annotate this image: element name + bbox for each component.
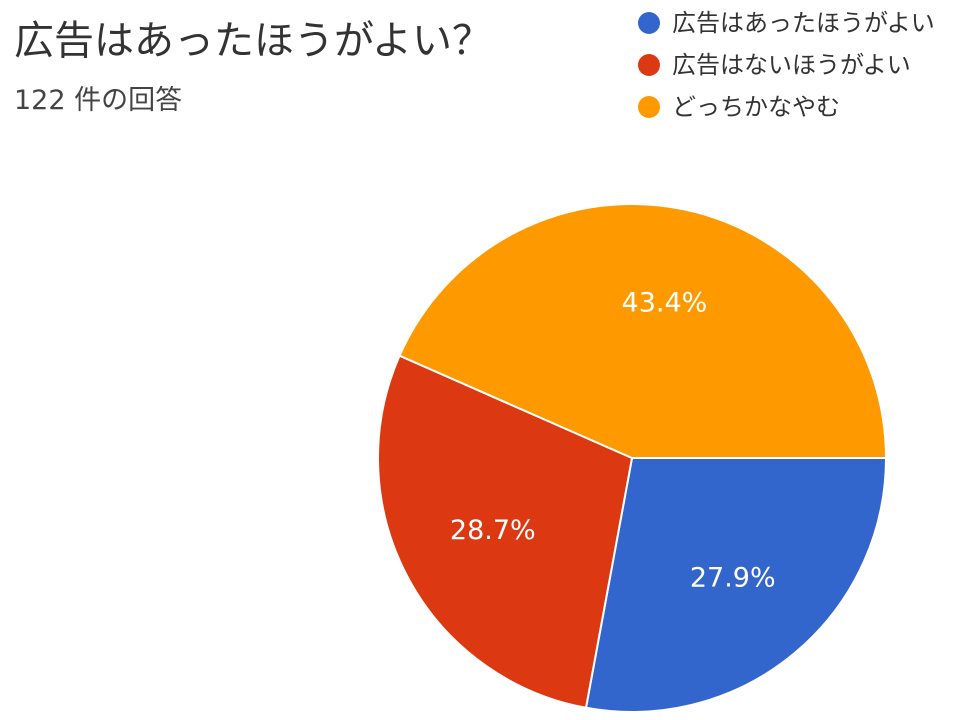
- legend-swatch-icon: [638, 12, 660, 34]
- response-count: 122 件の回答: [14, 85, 183, 116]
- legend-item: どっちかなやむ: [638, 86, 954, 128]
- legend: 広告はあったほうがよい 広告はないほうがよい どっちかなやむ: [638, 2, 954, 128]
- legend-swatch-icon: [638, 96, 660, 118]
- legend-item: 広告はないほうがよい: [638, 44, 954, 86]
- legend-label: 広告はないほうがよい: [672, 51, 911, 79]
- pie-slice: [398, 203, 888, 459]
- pie-slice: [584, 457, 888, 713]
- slice-percent-label: 27.9%: [690, 563, 776, 594]
- legend-item: 広告はあったほうがよい: [638, 2, 954, 44]
- chart-title: 広告はあったほうがよい？: [14, 18, 492, 64]
- legend-swatch-icon: [638, 54, 660, 76]
- slice-percent-label: 28.7%: [450, 515, 536, 546]
- pie-slice: [377, 354, 634, 709]
- legend-label: どっちかなやむ: [672, 93, 840, 121]
- slice-percent-label: 43.4%: [622, 287, 708, 318]
- legend-label: 広告はあったほうがよい: [672, 9, 935, 37]
